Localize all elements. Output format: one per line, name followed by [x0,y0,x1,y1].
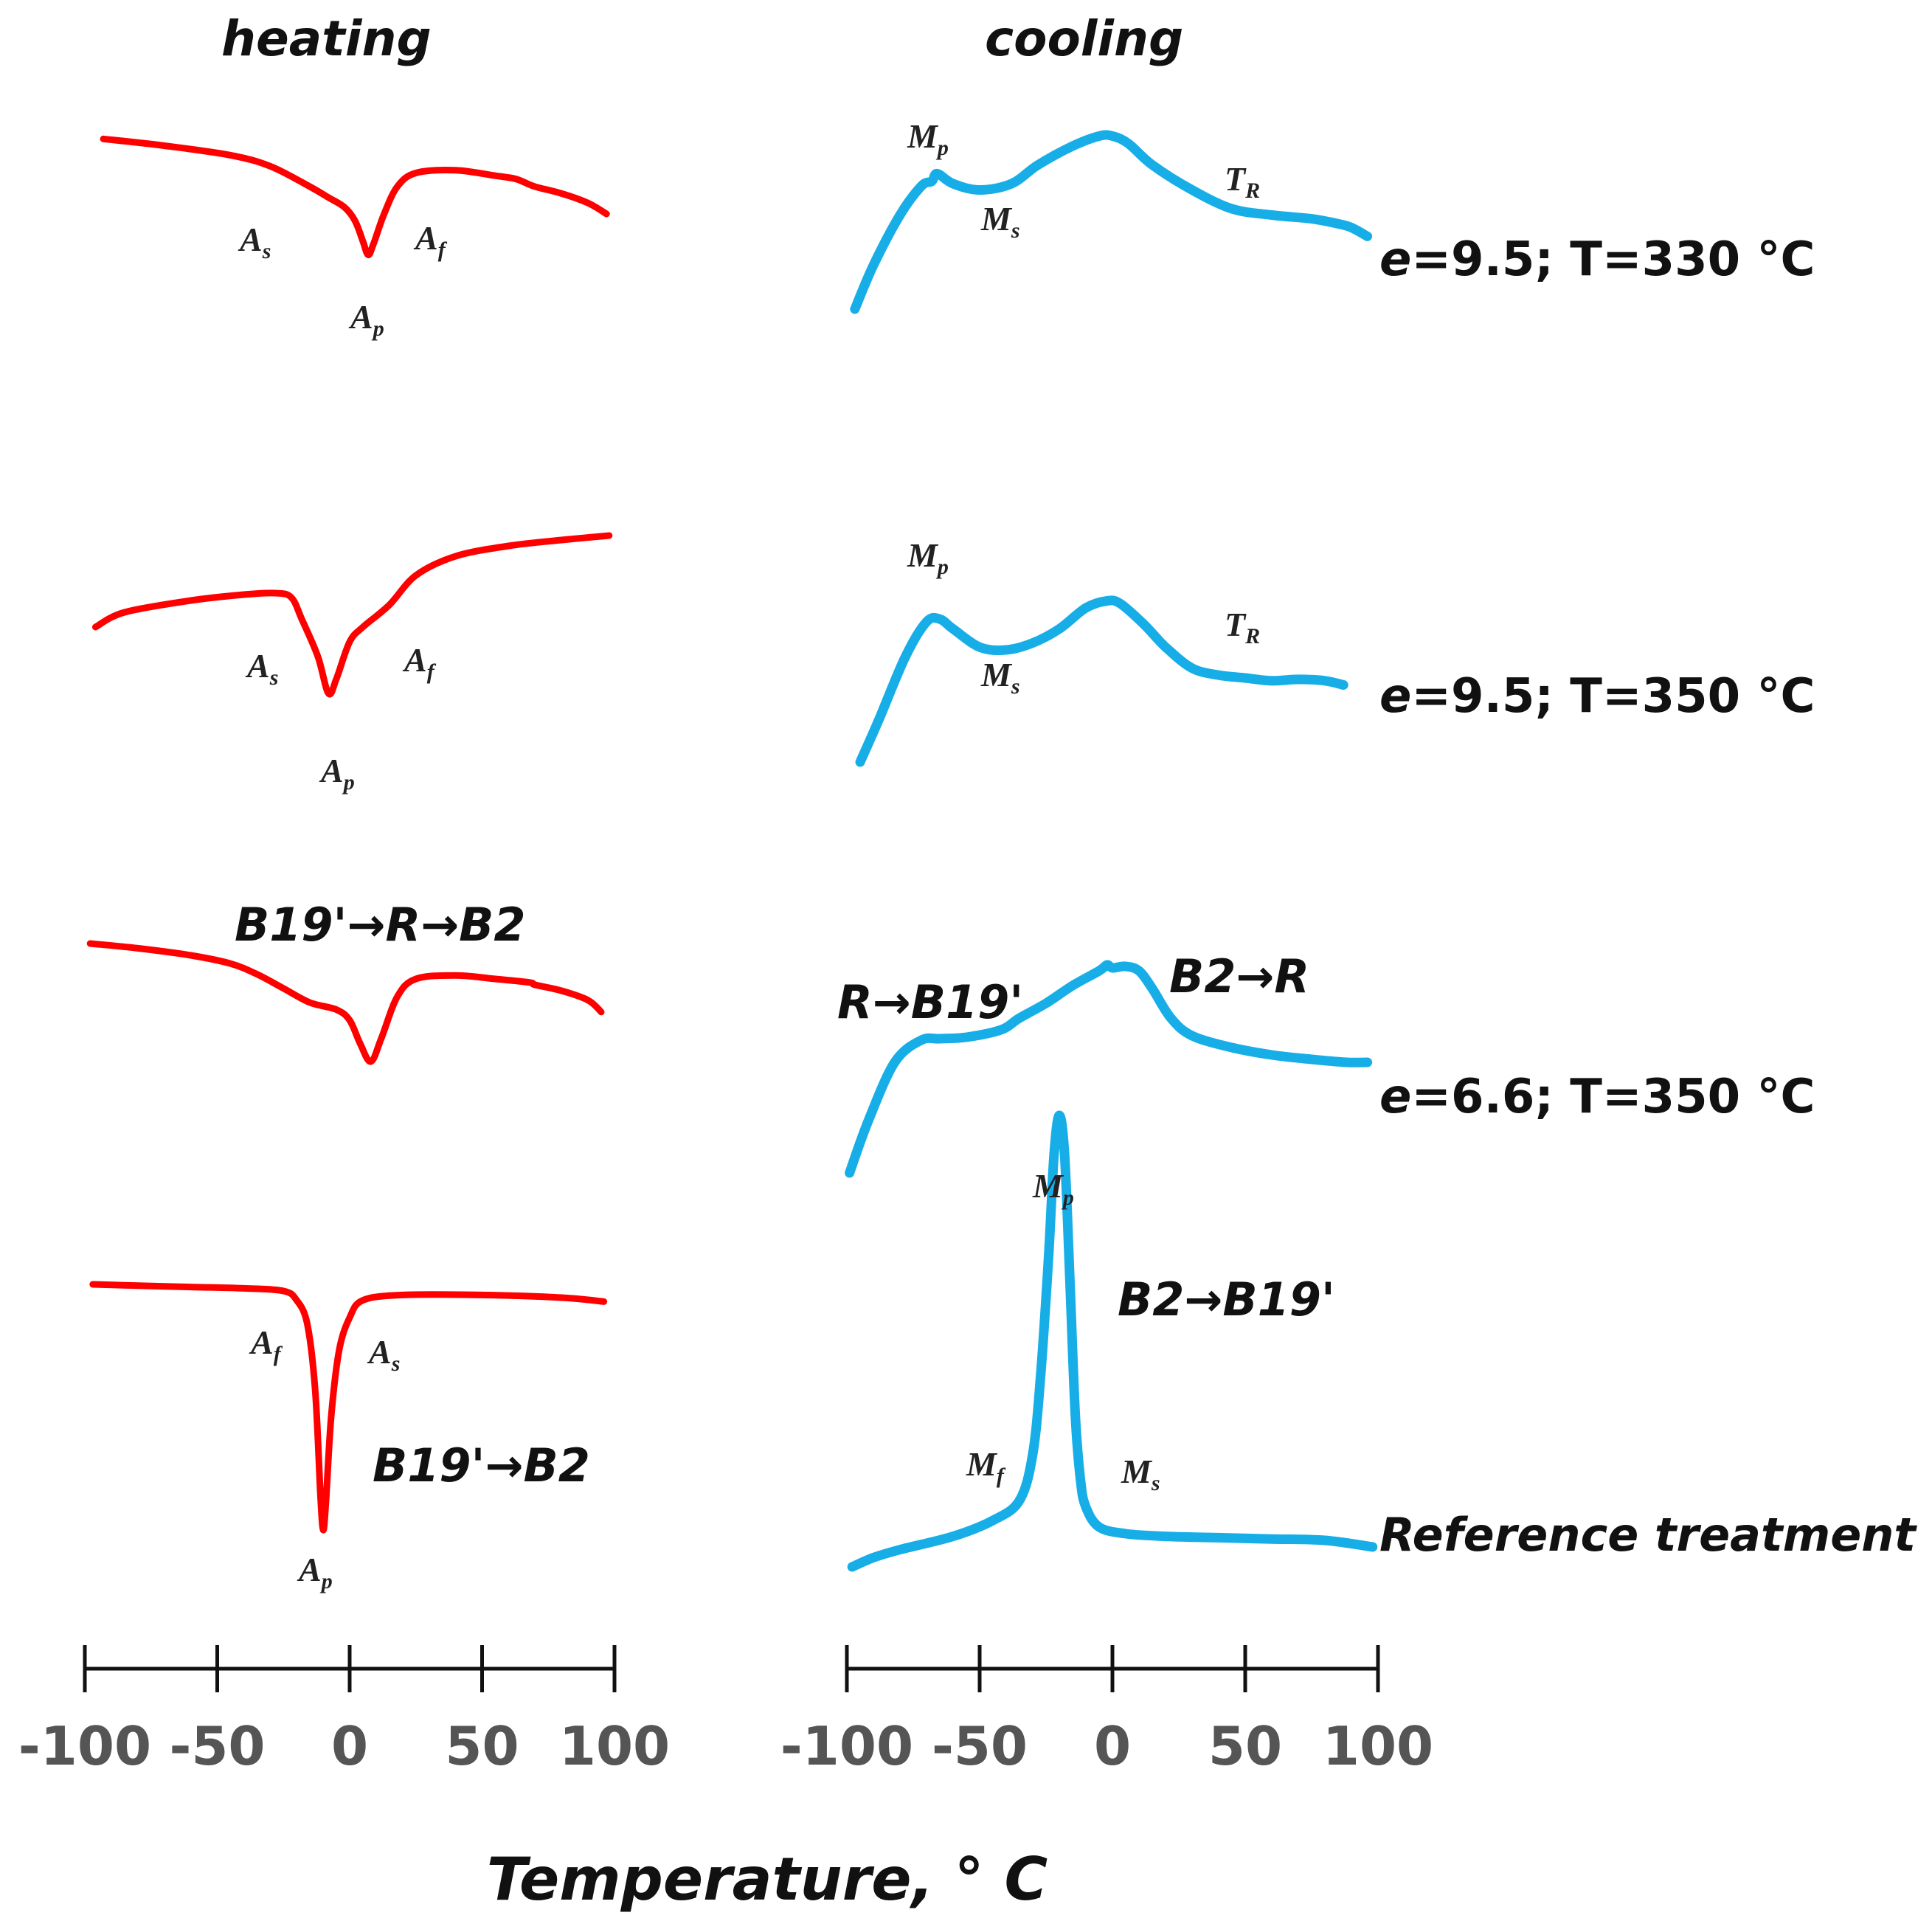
x-axis-label: Temperature, ° C [487,1845,1048,1914]
heating-tick-label-0: 0 [331,1715,368,1777]
transition-cooling-3a: R→B19' [837,975,1023,1029]
label-ap-h2: Ap [319,752,355,795]
transition-labels: B19'→R→B2 B19'→B2 R→B19' B2→R B2→B19' [235,898,1335,1492]
cooling-3-curve [845,960,1373,1178]
transition-heating-4: B19'→B2 [373,1439,590,1492]
heating-1-curve [100,135,610,258]
heating-tick-label-100: 100 [559,1715,670,1777]
heating-3-curve [86,940,605,1065]
cooling-title: cooling [985,10,1183,67]
label-mf-c4: Mf [966,1445,1006,1488]
heating-tick-label--50: -50 [169,1715,265,1777]
heating-4-curve [89,1281,608,1534]
axes: -100 -50 0 50 100 -100 -50 0 50 100 [18,1645,1433,1777]
label-mp-c4: Mp [1032,1167,1074,1210]
cooling-point-labels: Mp Ms TR Mp Ms TR Mp Mf Ms [907,117,1260,1495]
heating-tick-label-50: 50 [445,1715,519,1777]
heating-point-labels: As Af Ap As Af Ap Af As Ap [238,219,448,1593]
label-mp-c2: Mp [907,536,949,579]
condition-labels: e=9.5; T=330 °C e=9.5; T=350 °C e=6.6; T… [1379,232,1917,1562]
label-ms-c4: Ms [1121,1453,1160,1495]
label-ms-c2: Ms [980,656,1020,699]
label-as-h1: As [238,221,271,263]
label-af-h2: Af [402,641,437,684]
cooling-tick-label--100: -100 [780,1715,913,1777]
label-tr-c2: TR [1225,606,1260,648]
transition-heating-3: B19'→R→B2 [235,898,526,952]
transition-cooling-4: B2→B19' [1118,1273,1335,1326]
cooling-tick-label-50: 50 [1208,1715,1282,1777]
cooling-curves [845,130,1378,1572]
cooling-1-curve [850,130,1373,314]
heating-title: heating [221,10,432,67]
condition-4: Reference treatment [1379,1508,1917,1562]
cooling-tick-label-100: 100 [1323,1715,1433,1777]
label-ms-c1: Ms [980,200,1020,243]
condition-3: e=6.6; T=350 °C [1379,1070,1815,1124]
label-ap-h1: Ap [348,298,384,341]
cooling-4-curve [847,1110,1378,1572]
label-af-h1: Af [413,219,448,262]
cooling-2-curve [855,595,1348,767]
label-ap-h4: Ap [297,1551,333,1593]
label-as-h2: As [245,647,278,690]
heating-2-curve [91,532,613,698]
label-af-h4: Af [249,1323,283,1366]
transition-cooling-3b: B2→R [1169,949,1309,1003]
heating-tick-label--100: -100 [18,1715,151,1777]
cooling-tick-label--50: -50 [932,1715,1028,1777]
condition-2: e=9.5; T=350 °C [1379,669,1815,724]
label-mp-c1: Mp [907,117,949,160]
cooling-tick-label-0: 0 [1094,1715,1131,1777]
label-tr-c1: TR [1225,160,1260,203]
label-as-h4: As [367,1333,400,1376]
condition-1: e=9.5; T=330 °C [1379,232,1815,287]
heating-curves [86,135,613,1534]
